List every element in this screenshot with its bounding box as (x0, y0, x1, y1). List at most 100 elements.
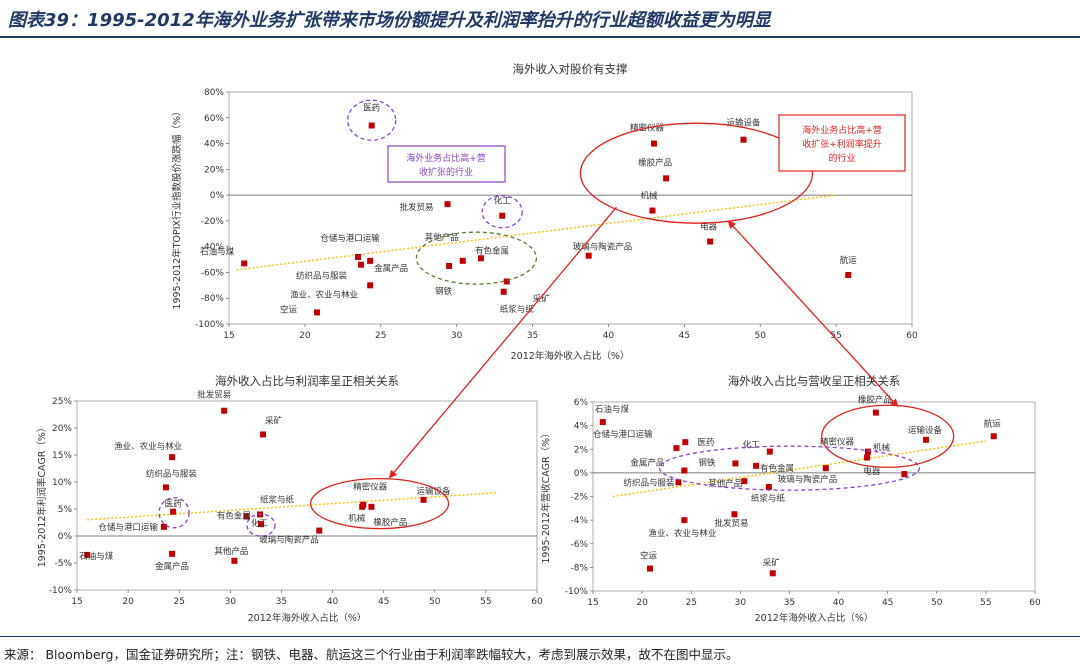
data-point (681, 467, 688, 474)
export-leaders-circle-bl (309, 477, 450, 530)
point-label: 玻璃与陶瓷产品 (259, 535, 319, 546)
red-note-box (778, 114, 906, 172)
y-axis-label: 1995-2012年营收CAGR（%） (540, 428, 552, 563)
y-tick-label: 5% (58, 505, 73, 515)
y-tick-label: -5% (54, 559, 72, 569)
point-label: 机械 (873, 443, 891, 454)
x-tick-label: 40 (603, 331, 615, 341)
y-tick-label: 0% (574, 469, 589, 479)
data-point (864, 454, 871, 461)
data-point (872, 409, 879, 416)
point-label: 化工 (743, 440, 761, 451)
export-leaders-circle-br (821, 404, 955, 468)
y-tick-label: -80% (201, 294, 225, 304)
point-label: 批发贸易 (197, 390, 231, 401)
export-leaders-circle (579, 122, 814, 224)
point-label: 金属产品 (630, 458, 664, 469)
x-tick-label: 15 (587, 598, 598, 608)
y-tick-label: 0% (210, 191, 225, 201)
point-label: 石油与煤 (595, 404, 630, 415)
y-axis-label: 1995-2012年TOPIX行业指数股价涨跌幅（%） (171, 106, 183, 309)
x-tick-label: 20 (636, 598, 648, 608)
point-label: 电器 (700, 222, 718, 233)
data-point (368, 503, 375, 510)
data-point (170, 508, 177, 515)
y-tick-label: 20% (52, 424, 72, 434)
y-tick-label: -60% (201, 268, 225, 278)
data-point (169, 550, 176, 557)
data-point (766, 448, 773, 455)
data-point (446, 263, 453, 269)
point-label: 仓储与港口运输 (98, 522, 158, 533)
x-tick-label: 35 (276, 597, 287, 607)
data-point (769, 570, 776, 577)
point-label: 仓储与港口运输 (593, 429, 653, 440)
data-point (420, 496, 427, 503)
point-label: 化工 (251, 518, 269, 529)
data-point (258, 521, 264, 528)
y-tick-label: 20% (204, 165, 224, 175)
data-point (707, 238, 714, 245)
point-label: 渔业、农业与林业 (290, 289, 358, 300)
y-tick-label: -40% (201, 243, 225, 253)
data-point (499, 212, 506, 219)
data-point (459, 257, 466, 264)
data-point (599, 419, 606, 426)
x-tick-label: 15 (71, 597, 82, 607)
y-tick-label: 2% (574, 445, 589, 455)
chart-title: 海外收入占比与利润率呈正相关关系 (215, 374, 399, 388)
point-label: 纸浆与纸 (500, 304, 535, 315)
point-label: 运输设备 (908, 425, 943, 436)
chart-bottom-left: -10% -5% 0% 5% 10% 15% 20% 25% 15 20 25 30 35 40 45 50 5… (36, 374, 543, 624)
point-label: 有色金属 (475, 245, 509, 256)
y-tick-label: 4% (574, 422, 589, 432)
chemical-circle-bl (246, 513, 276, 537)
x-tick-label: 25 (375, 331, 386, 341)
point-label: 橡胶产品 (638, 157, 672, 168)
x-tick-label: 25 (685, 598, 696, 608)
data-point (169, 454, 176, 461)
purple-note-box (387, 145, 506, 183)
data-point (477, 255, 484, 262)
data-point (681, 517, 688, 524)
point-label: 采矿 (763, 557, 781, 568)
data-point (675, 479, 682, 486)
y-tick-label: -10% (565, 587, 589, 597)
data-point (650, 140, 657, 147)
point-label: 金属产品 (155, 561, 189, 572)
point-label: 医药 (363, 103, 380, 114)
x-tick-label: 45 (378, 597, 389, 607)
point-label: 玻璃与陶瓷产品 (778, 474, 838, 485)
x-tick-label: 60 (906, 331, 918, 341)
point-label: 石油与煤 (200, 246, 235, 257)
data-point (162, 484, 169, 491)
point-label: 纺织品与服装 (623, 477, 675, 488)
domestic-cluster-circle-br (658, 445, 921, 491)
point-label: 批发贸易 (714, 518, 748, 529)
data-point (865, 448, 872, 455)
data-point (243, 513, 250, 520)
y-tick-label: 80% (204, 88, 224, 98)
x-axis-label: 2012年海外收入占比（%） (755, 612, 874, 624)
red-note-line3: 的行业 (828, 152, 855, 164)
y-tick-label: 0% (58, 532, 73, 542)
data-point (845, 272, 852, 279)
point-label: 渔业、农业与林业 (114, 441, 182, 452)
trend-line (236, 194, 837, 271)
x-tick-label: 55 (980, 598, 991, 608)
point-label: 玻璃与陶瓷产品 (573, 242, 633, 253)
point-label: 采矿 (265, 415, 283, 426)
data-point (358, 261, 365, 268)
y-tick-label: -8% (570, 563, 588, 573)
y-tick-label: 10% (52, 478, 72, 488)
data-point (990, 433, 997, 440)
data-point (160, 523, 167, 530)
plot-frame (228, 91, 913, 325)
x-tick-label: 20 (122, 597, 134, 607)
data-point (901, 471, 908, 478)
point-label: 渔业、农业与林业 (648, 528, 716, 539)
x-tick-label: 25 (173, 597, 184, 607)
data-point (367, 257, 374, 264)
steel-cluster-circle (415, 231, 538, 285)
y-tick-label: -4% (570, 516, 588, 526)
